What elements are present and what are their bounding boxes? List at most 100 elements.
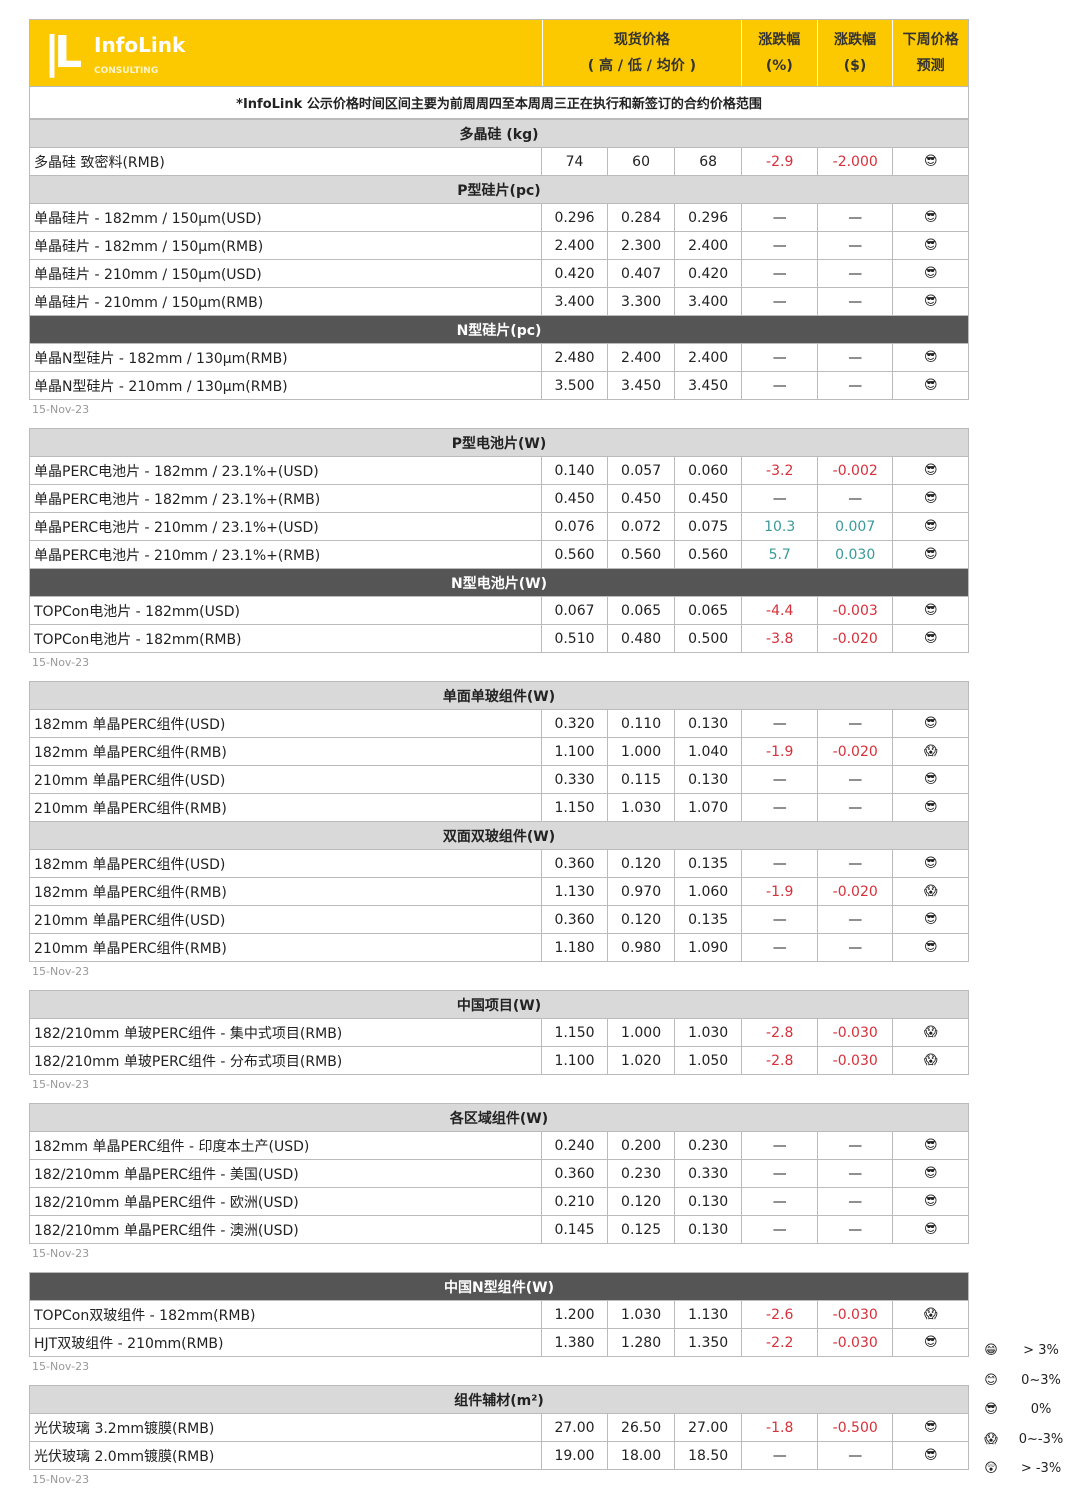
change-pct: —	[741, 260, 817, 287]
change-usd: —	[816, 232, 893, 259]
change-pct: —	[741, 906, 817, 933]
spot-price-label: 现货价格	[613, 32, 670, 48]
forecast-sunglasses-icon: 😎	[892, 1216, 968, 1243]
change-pct-header: 涨跌幅 (%)	[740, 20, 817, 86]
price-avg: 0.450	[673, 485, 742, 512]
price-low: 0.110	[607, 710, 674, 737]
price-high: 0.067	[540, 597, 608, 624]
change-usd: -0.003	[816, 597, 893, 624]
logo-subtext: CONSULTING	[94, 66, 159, 76]
price-high: 0.320	[540, 710, 608, 737]
price-low: 0.057	[607, 457, 674, 484]
change-usd: —	[816, 1216, 893, 1243]
forecast-scream-icon: 😱	[892, 878, 968, 905]
group-header: 单面单玻组件(W)	[30, 682, 968, 710]
sections: 多晶硅 (kg) 多晶硅 致密料(RMB) 74 60 68 -2.9 -2.000 😎 P型硅…	[29, 119, 969, 1498]
forecast-scream-icon: 😱	[892, 1019, 968, 1046]
group-header: 各区域组件(W)	[30, 1104, 968, 1132]
legend-item: 😁 > 3%	[980, 1336, 1080, 1366]
spot-price-sub: ( 高 / 低 / 均价 )	[587, 58, 697, 74]
forecast-sunglasses-icon: 😎	[892, 344, 968, 371]
infolink-logo: |L InfoLink CONSULTING	[30, 20, 542, 86]
legend-label: 0~-3%	[1018, 1431, 1064, 1447]
change-usd: —	[816, 288, 893, 315]
price-high: 19.00	[540, 1442, 608, 1469]
change-pct: -1.8	[741, 1414, 817, 1441]
price-avg: 27.00	[673, 1414, 742, 1441]
price-high: 0.296	[540, 204, 608, 231]
price-table: |L InfoLink CONSULTING 现货价格 ( 高 / 低 / 均价 …	[29, 19, 969, 1498]
item-name: 182/210mm 单玻PERC组件 - 集中式项目(RMB)	[34, 1025, 343, 1042]
price-high: 0.360	[540, 1160, 608, 1187]
forecast-sunglasses-icon: 😎	[892, 1132, 968, 1159]
group-header: P型电池片(W)	[30, 429, 968, 457]
forecast-sunglasses-icon: 😎	[892, 513, 968, 540]
forecast-sunglasses-icon: 😎	[892, 934, 968, 961]
price-avg: 0.130	[673, 710, 742, 737]
table-section: 中国N型组件(W) TOPCon双玻组件 - 182mm(RMB) 1.200 1.0…	[29, 1272, 969, 1357]
price-high: 2.480	[540, 344, 608, 371]
forecast-sunglasses-icon: 😎	[892, 372, 968, 399]
forecast-sunglasses-icon: 😎	[892, 710, 968, 737]
price-avg: 0.065	[673, 597, 742, 624]
price-high: 1.100	[540, 1047, 608, 1074]
price-avg: 1.130	[673, 1301, 742, 1328]
change-usd-unit: ($)	[843, 58, 867, 74]
change-usd: —	[816, 934, 893, 961]
table-row: 182mm 单晶PERC组件(USD) 0.320 0.110 0.130— — 😎	[30, 710, 968, 738]
price-low: 0.284	[607, 204, 674, 231]
price-low: 0.200	[607, 1132, 674, 1159]
price-low: 3.450	[607, 372, 674, 399]
price-note: *InfoLink 公示价格时间区间主要为前周周四至本周周三正在执行和新签订的合…	[29, 87, 969, 119]
legend-label: > 3%	[1023, 1343, 1059, 1359]
change-pct: -2.2	[741, 1329, 817, 1356]
price-avg: 0.135	[673, 850, 742, 877]
price-low: 1.030	[607, 1301, 674, 1328]
item-name: 182mm 单晶PERC组件(RMB)	[34, 744, 227, 761]
forecast-sunglasses-icon: 😎	[892, 794, 968, 821]
change-usd: —	[816, 766, 893, 793]
change-pct: —	[741, 1442, 817, 1469]
logo-text: InfoLink	[94, 33, 186, 57]
forecast-header: 下周价格 预测	[892, 20, 968, 86]
price-high: 0.210	[540, 1188, 608, 1215]
price-avg: 1.030	[673, 1019, 742, 1046]
table-row: 光伏玻璃 2.0mm镀膜(RMB) 19.00 18.00 18.50— — 😎	[30, 1442, 968, 1470]
legend-item: 😊 0~3%	[980, 1366, 1080, 1396]
price-high: 0.360	[540, 906, 608, 933]
change-usd: -0.500	[816, 1414, 893, 1441]
change-usd: 0.007	[816, 513, 893, 540]
forecast-sunglasses-icon: 😎	[892, 1414, 968, 1441]
table-row: HJT双玻组件 - 210mm(RMB) 1.380 1.280 1.350 -2.2-…	[30, 1329, 968, 1357]
item-name: 单晶PERC电池片 - 182mm / 23.1%+(USD)	[34, 463, 319, 480]
forecast-scream-icon: 😱	[892, 1301, 968, 1328]
price-avg: 0.130	[673, 1188, 742, 1215]
change-usd: -0.030	[816, 1019, 893, 1046]
change-pct: —	[741, 288, 817, 315]
item-name: 182mm 单晶PERC组件(USD)	[34, 716, 226, 733]
change-usd: —	[816, 1442, 893, 1469]
change-pct: —	[741, 485, 817, 512]
price-high: 0.560	[540, 541, 608, 568]
table-row: TOPCon电池片 - 182mm(RMB) 0.510 0.480 0.500 -3.…	[30, 625, 968, 653]
change-usd: —	[816, 906, 893, 933]
price-high: 1.200	[540, 1301, 608, 1328]
price-avg: 3.400	[673, 288, 742, 315]
change-usd: —	[816, 1188, 893, 1215]
price-high: 74	[540, 148, 608, 175]
forecast-sunglasses-icon: 😎	[892, 766, 968, 793]
price-low: 0.120	[607, 850, 674, 877]
change-pct: -2.6	[741, 1301, 817, 1328]
forecast-label: 下周价格	[902, 32, 959, 48]
date-label: 15-Nov-23	[32, 1360, 90, 1373]
item-name: 单晶硅片 - 182mm / 150μm(RMB)	[34, 238, 264, 255]
price-high: 0.140	[540, 457, 608, 484]
price-high: 1.150	[540, 1019, 608, 1046]
change-usd: —	[816, 1160, 893, 1187]
legend-label: 0~3%	[1021, 1372, 1061, 1388]
table-row: 182mm 单晶PERC组件(RMB) 1.130 0.970 1.060 -1.9 -0…	[30, 878, 968, 906]
forecast-sunglasses-icon: 😎	[892, 597, 968, 624]
price-low: 1.000	[607, 1019, 674, 1046]
item-name: 单晶N型硅片 - 182mm / 130μm(RMB)	[34, 350, 288, 367]
group-header: 组件辅材(m²)	[30, 1386, 968, 1414]
